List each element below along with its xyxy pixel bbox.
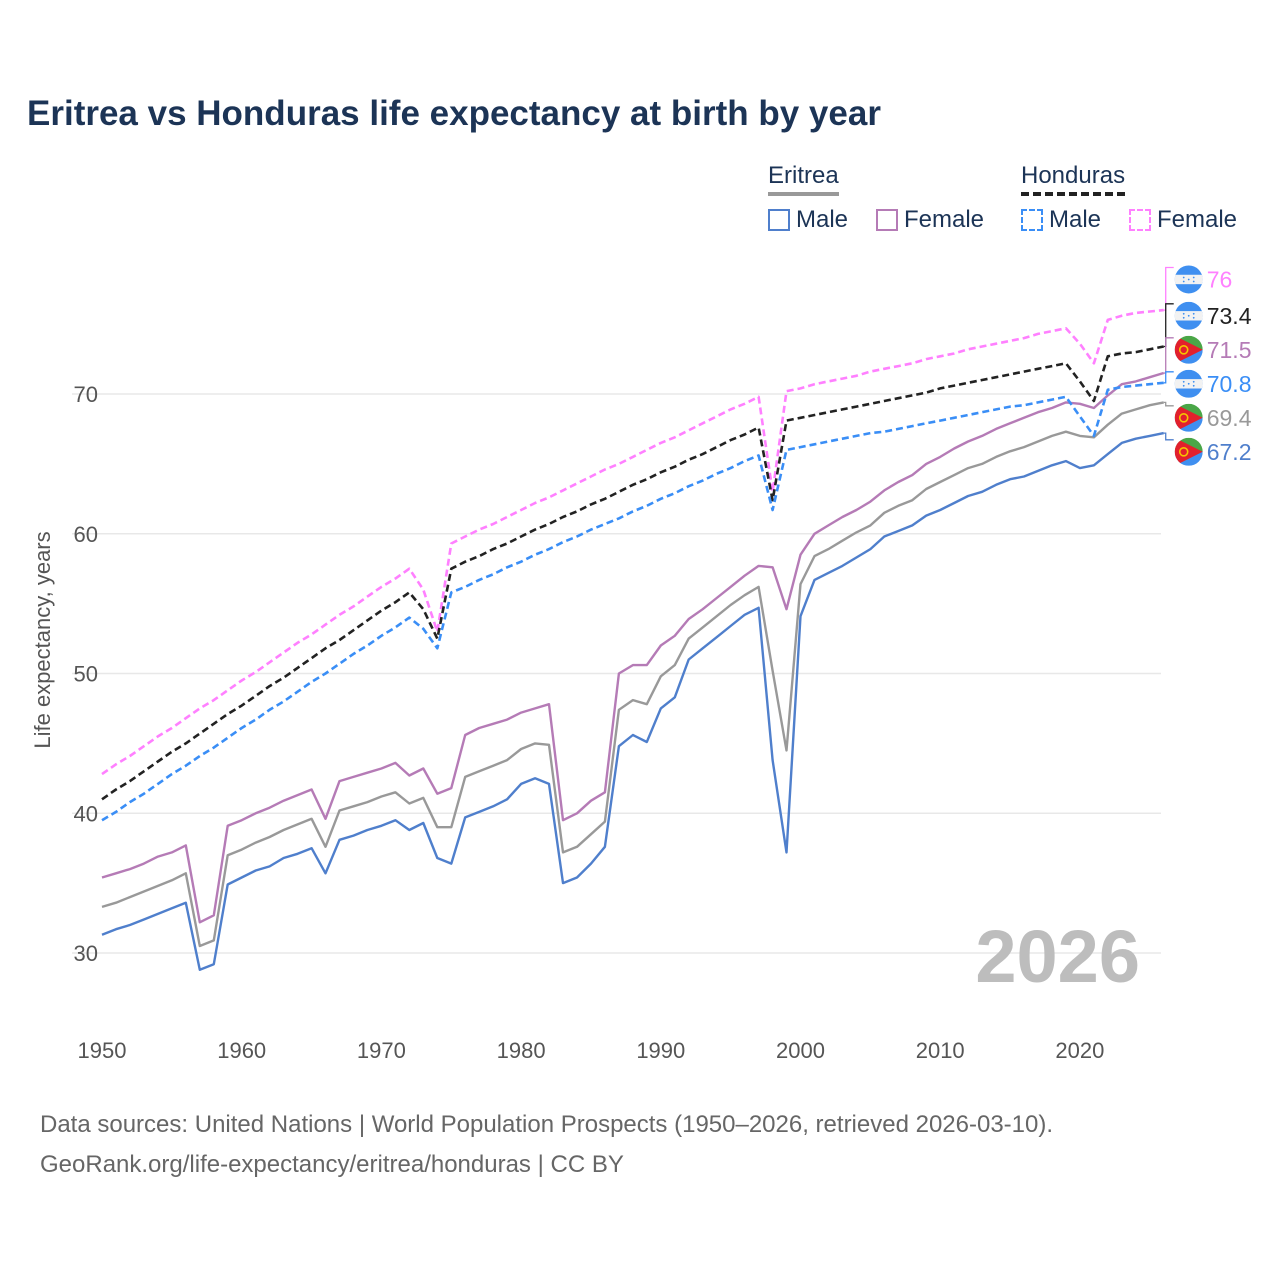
legend-honduras-heading: Honduras xyxy=(1021,162,1126,196)
line-chart: 30 40 50 60 70 1950 1960 1970 1980 1990 2000 2010 2… xyxy=(30,265,1252,1063)
label-connector xyxy=(1163,371,1174,384)
source-link[interactable]: GeoRank.org/life-expectancy/eritrea/hond… xyxy=(40,1151,624,1178)
legend-swatch-icon xyxy=(1129,209,1151,231)
end-value-label: 69.4 xyxy=(1207,405,1252,431)
x-tick-label: 2010 xyxy=(916,1038,965,1063)
y-axis-ticks: 30 40 50 60 70 xyxy=(74,382,98,966)
legend-swatch-icon xyxy=(876,209,898,231)
year-watermark: 2026 xyxy=(975,915,1140,998)
x-tick-label: 2000 xyxy=(776,1038,825,1063)
gridlines xyxy=(72,393,1161,954)
x-tick-label: 1990 xyxy=(636,1038,685,1063)
series-line-eritrea-male xyxy=(101,431,1164,971)
legend-label: Male xyxy=(1049,206,1102,233)
x-tick-label: 2020 xyxy=(1055,1038,1104,1063)
series-line-eritrea-total xyxy=(101,401,1164,948)
end-value-label: 70.8 xyxy=(1207,371,1252,397)
x-tick-label: 1970 xyxy=(357,1038,406,1063)
legend-eritrea-male[interactable]: Male xyxy=(768,206,848,234)
series-lines xyxy=(101,308,1165,971)
x-tick-label: 1950 xyxy=(78,1038,127,1063)
y-tick-label: 70 xyxy=(74,382,98,407)
label-connector xyxy=(1163,337,1174,374)
chart-title: Eritrea vs Honduras life expectancy at b… xyxy=(27,94,881,133)
legend-eritrea-heading: Eritrea xyxy=(768,162,839,196)
y-tick-label: 60 xyxy=(74,522,98,547)
honduras-flag-icon xyxy=(1174,301,1203,330)
end-value-label: 73.4 xyxy=(1207,303,1252,329)
end-value-label: 76 xyxy=(1207,266,1233,292)
end-value-label: 71.5 xyxy=(1207,337,1252,363)
legend-swatch-icon xyxy=(1021,209,1043,231)
label-connector xyxy=(1163,303,1174,348)
x-axis-ticks: 1950 1960 1970 1980 1990 2000 2010 2020 xyxy=(78,1038,1105,1063)
end-value-label: 67.2 xyxy=(1207,439,1252,465)
legend-swatch-icon xyxy=(768,209,790,231)
x-tick-label: 1980 xyxy=(497,1038,546,1063)
end-labels: 76 73.4 71.5 70.8 69.4 67.2 xyxy=(1163,265,1252,466)
legend-label: Male xyxy=(796,206,849,233)
data-source: Data sources: United Nations | World Pop… xyxy=(40,1111,1054,1138)
series-line-honduras-total xyxy=(101,345,1164,801)
eritrea-flag-icon xyxy=(1174,403,1203,432)
honduras-flag-icon xyxy=(1174,369,1203,398)
y-tick-label: 40 xyxy=(74,801,98,826)
x-tick-label: 1960 xyxy=(217,1038,266,1063)
series-line-eritrea-female xyxy=(101,371,1165,924)
eritrea-flag-icon xyxy=(1174,335,1203,364)
legend-honduras-female[interactable]: Female xyxy=(1129,206,1237,234)
legend-label: Female xyxy=(1157,206,1238,233)
legend-eritrea-female[interactable]: Female xyxy=(876,206,984,234)
y-axis-label: Life expectancy, years xyxy=(30,531,55,748)
eritrea-flag-icon xyxy=(1174,437,1203,466)
legend-honduras-male[interactable]: Male xyxy=(1021,206,1101,234)
series-line-honduras-female xyxy=(101,308,1164,776)
label-connector xyxy=(1163,266,1174,311)
series-line-honduras-male xyxy=(101,381,1164,822)
label-connector xyxy=(1163,401,1174,407)
y-tick-label: 30 xyxy=(74,941,98,966)
y-tick-label: 50 xyxy=(74,662,98,687)
legend-label: Female xyxy=(904,206,985,233)
honduras-flag-icon xyxy=(1174,265,1203,294)
label-connector xyxy=(1163,432,1174,441)
footer: Data sources: United Nations | World Pop… xyxy=(40,1105,1053,1185)
